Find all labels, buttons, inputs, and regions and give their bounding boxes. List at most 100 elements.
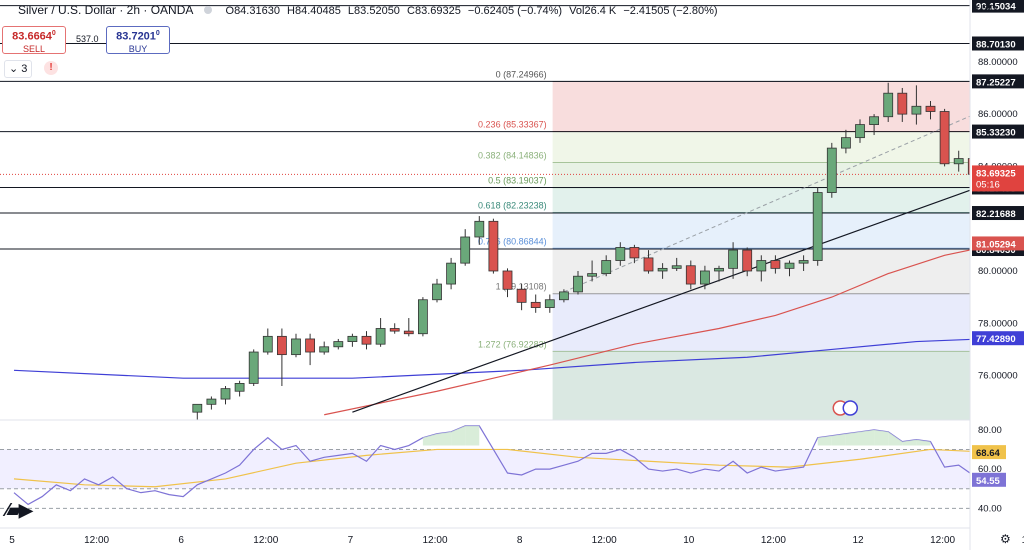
time-tick-label: 10	[683, 535, 695, 546]
fib-level-label: 0.236 (85.33367)	[478, 120, 547, 130]
buy-button[interactable]: 83.72010 BUY	[106, 26, 170, 54]
candle[interactable]	[319, 346, 330, 353]
buy-label: BUY	[128, 43, 148, 54]
fib-zone	[552, 351, 970, 420]
candle[interactable]	[685, 265, 696, 285]
candle[interactable]	[460, 236, 471, 264]
candle[interactable]	[671, 265, 682, 269]
high-label: H	[287, 5, 295, 17]
candle[interactable]	[248, 351, 259, 384]
candle[interactable]	[812, 192, 823, 261]
spread-value: 537.0	[76, 34, 99, 44]
rsi-ma-line	[13, 448, 973, 488]
level-badge-label: 88.70130	[976, 39, 1016, 50]
currency-selector[interactable]: USD	[976, 4, 998, 15]
candle[interactable]	[883, 92, 894, 118]
chart-header: Silver / U.S. Dollar · 2h · OANDA O84.31…	[0, 0, 970, 20]
price-tick-label: 86.00000	[978, 109, 1018, 120]
candle[interactable]	[841, 137, 851, 149]
fib-level-label: 0.618 (82.23238)	[478, 201, 547, 211]
candle[interactable]	[629, 247, 640, 259]
candle[interactable]	[516, 288, 527, 303]
level-badge-label: 87.25227	[976, 77, 1016, 88]
price-tick-label: 88.00000	[978, 57, 1018, 68]
candle[interactable]	[474, 220, 485, 238]
candle[interactable]	[502, 270, 513, 290]
candle[interactable]	[714, 267, 724, 272]
time-tick-label: 12	[852, 535, 864, 546]
symbol-title[interactable]: Silver / U.S. Dollar · 2h · OANDA	[18, 3, 194, 17]
candle[interactable]	[925, 105, 936, 112]
candle[interactable]	[291, 338, 301, 356]
candle[interactable]	[587, 273, 597, 277]
gear-icon[interactable]: ⚙	[1000, 532, 1011, 546]
level-badge	[972, 74, 1024, 89]
candle[interactable]	[728, 249, 738, 269]
candle[interactable]	[446, 262, 457, 285]
candle[interactable]	[389, 328, 400, 332]
candle[interactable]	[403, 330, 414, 335]
candle[interactable]	[530, 301, 541, 308]
candle[interactable]	[559, 291, 569, 301]
price-tick-label: 76.00000	[978, 371, 1018, 382]
candle[interactable]	[869, 116, 879, 125]
rsi-overbought-fill	[845, 431, 860, 446]
time-tick-label: 13	[1022, 535, 1024, 546]
candle[interactable]	[262, 335, 273, 353]
candle[interactable]	[417, 299, 428, 335]
candle[interactable]	[305, 338, 316, 353]
candle[interactable]	[826, 147, 837, 193]
candle[interactable]	[234, 382, 245, 392]
price-change: −0.62405 (−0.74%)	[467, 5, 563, 17]
fib-level-label: 1 (79.13108)	[496, 282, 547, 292]
candle[interactable]	[700, 270, 710, 285]
sell-button[interactable]: 83.66640 SELL	[2, 26, 66, 54]
sell-price-sup: 0	[51, 30, 56, 37]
candle[interactable]	[756, 260, 767, 272]
candle[interactable]	[855, 124, 865, 139]
candle[interactable]	[375, 328, 386, 345]
candle[interactable]	[544, 299, 555, 308]
candle[interactable]	[657, 267, 668, 272]
indicators-toggle[interactable]: ⌄ 3	[4, 60, 33, 78]
rsi-overbought-fill	[874, 429, 889, 446]
trendline[interactable]	[352, 169, 1024, 413]
candle[interactable]	[911, 105, 922, 115]
candle[interactable]	[953, 158, 964, 165]
level-badge	[972, 0, 1024, 13]
candle[interactable]	[784, 262, 795, 269]
candle[interactable]	[770, 260, 781, 269]
level-badge-label: 85.33230	[976, 128, 1016, 139]
rsi-overbought-fill	[916, 439, 931, 446]
candle[interactable]	[206, 398, 217, 405]
candle[interactable]	[798, 260, 809, 264]
chevron-down-icon: ⌄	[9, 63, 19, 75]
candle[interactable]	[220, 388, 231, 400]
candle[interactable]	[897, 92, 908, 115]
us-flag-icon[interactable]	[842, 400, 859, 416]
rsi-badge-label: 54.55	[976, 476, 1000, 487]
candle[interactable]	[742, 249, 753, 272]
candle[interactable]	[192, 403, 203, 413]
candle[interactable]	[276, 335, 287, 356]
candle[interactable]	[361, 335, 372, 345]
market-status-icon	[204, 6, 213, 14]
candle[interactable]	[939, 111, 950, 165]
open-value: 84.31630	[234, 5, 280, 17]
candle[interactable]	[488, 220, 499, 272]
candle[interactable]	[601, 260, 612, 274]
tradingview-logo-icon[interactable]: ⁄▰▶	[6, 500, 33, 520]
candle[interactable]	[432, 283, 442, 301]
candle[interactable]	[573, 275, 583, 293]
time-tick-label: 6	[178, 535, 184, 546]
fib-zone	[552, 81, 970, 132]
fib-level-label: 0.382 (84.14836)	[478, 151, 547, 161]
candle[interactable]	[643, 257, 654, 272]
candle[interactable]	[333, 341, 344, 348]
candle[interactable]	[347, 335, 358, 342]
warning-icon[interactable]: !	[44, 61, 58, 75]
candle[interactable]	[615, 247, 626, 261]
time-tick-label: 12:00	[761, 535, 786, 546]
